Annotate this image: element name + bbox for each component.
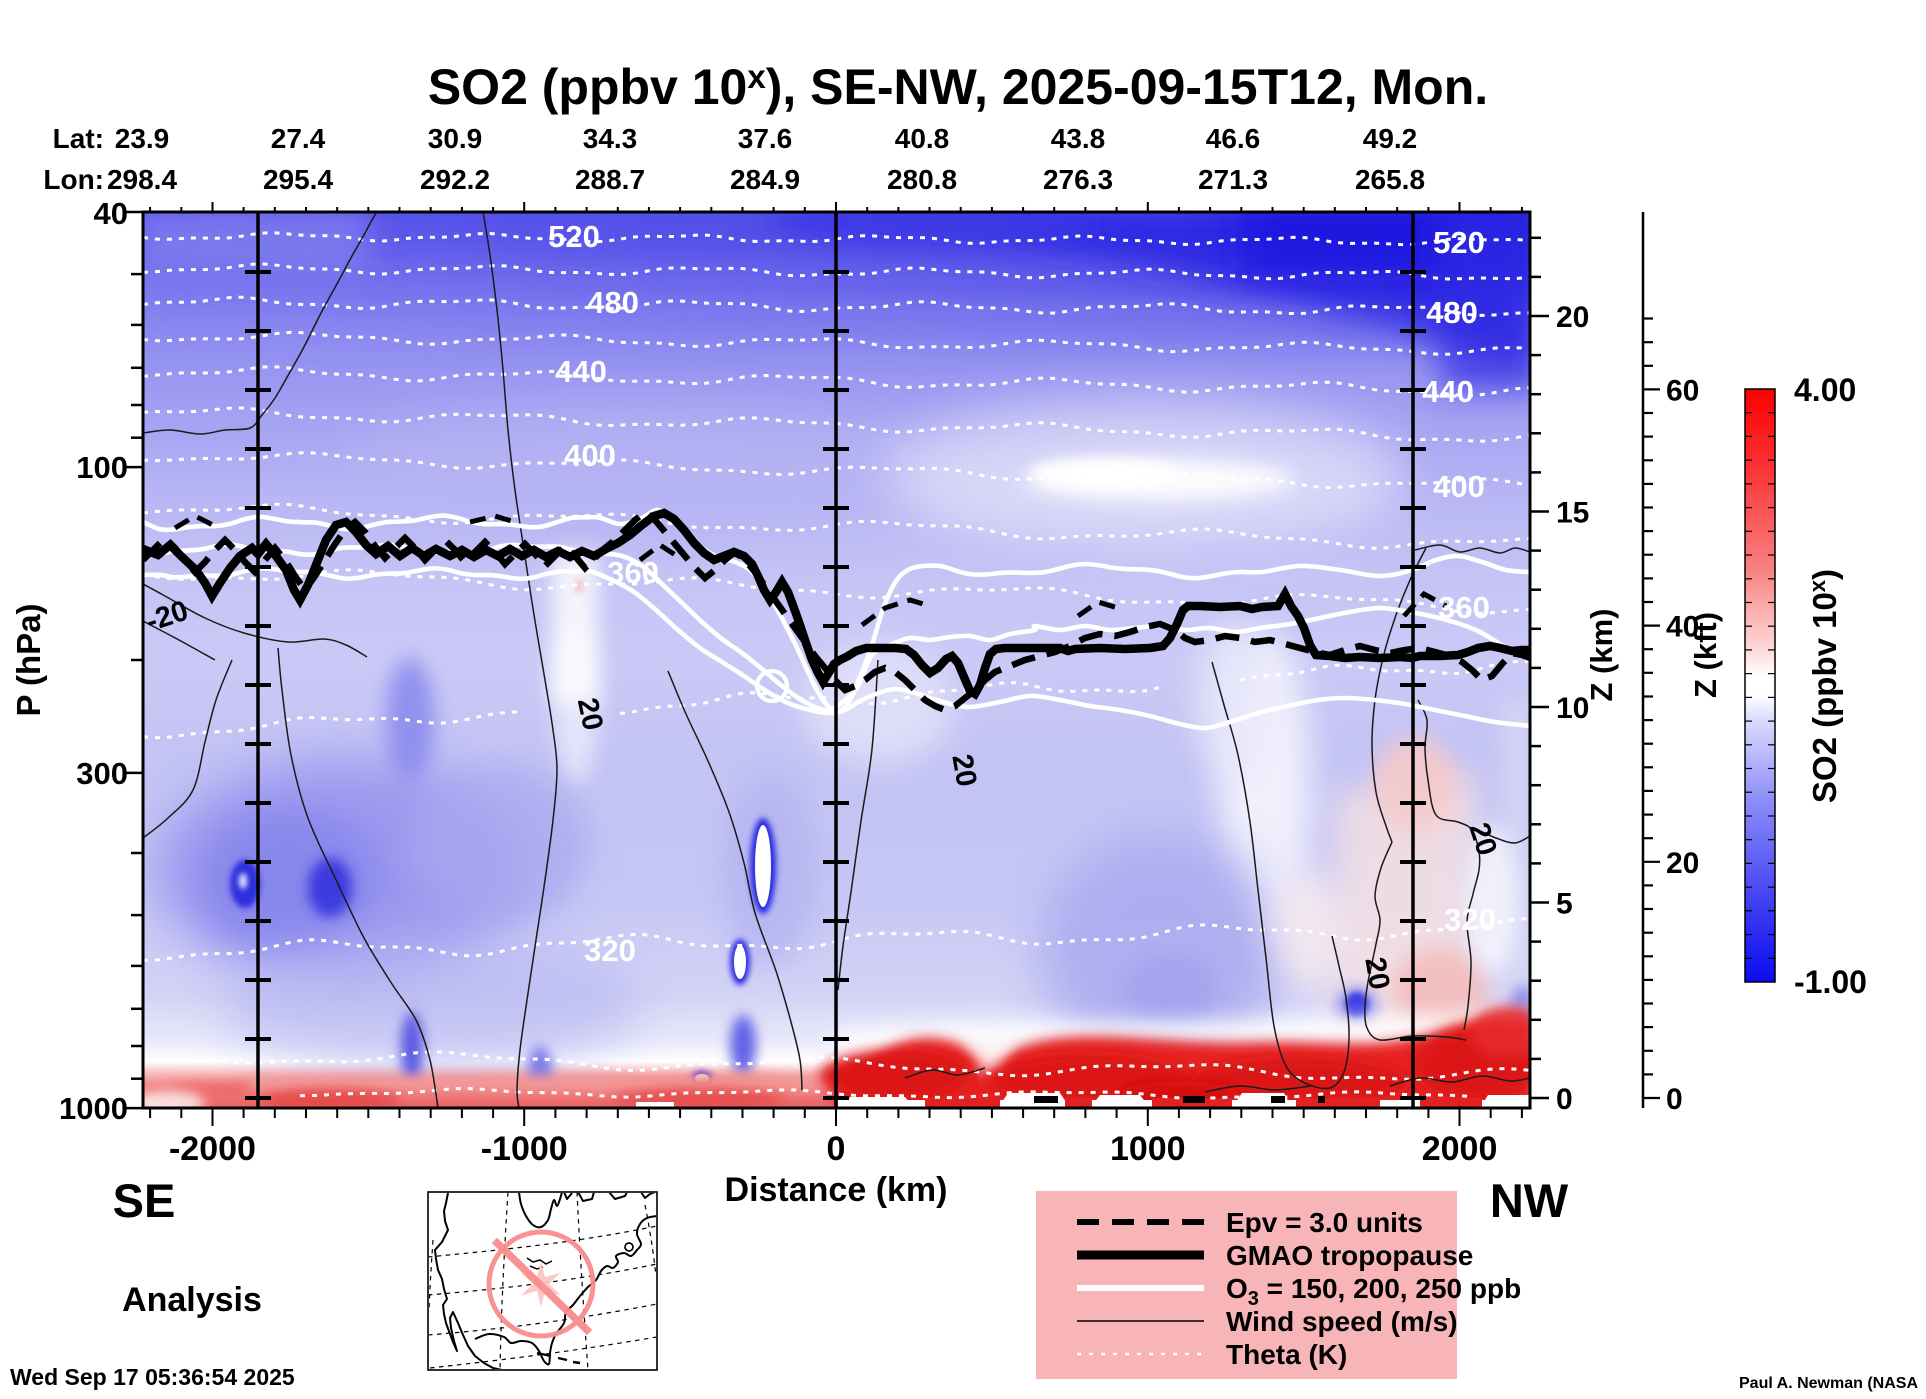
svg-text:284.9: 284.9 [730, 164, 800, 195]
svg-text:P (hPa): P (hPa) [10, 603, 47, 716]
svg-text:Distance (km): Distance (km) [725, 1171, 948, 1209]
svg-text:276.3: 276.3 [1043, 164, 1113, 195]
svg-text:10: 10 [1556, 692, 1589, 725]
svg-text:400: 400 [1433, 469, 1485, 504]
svg-text:480: 480 [587, 285, 639, 320]
svg-text:23.9: 23.9 [115, 123, 170, 154]
svg-text:320: 320 [584, 933, 636, 968]
svg-text:Analysis: Analysis [122, 1281, 262, 1319]
svg-text:20: 20 [571, 695, 609, 733]
svg-text:520: 520 [1433, 225, 1485, 260]
svg-text:295.4: 295.4 [263, 164, 333, 195]
svg-text:40: 40 [94, 196, 128, 231]
svg-text:298.4: 298.4 [107, 164, 177, 195]
svg-text:30.9: 30.9 [428, 123, 483, 154]
svg-text:288.7: 288.7 [575, 164, 645, 195]
svg-text:0: 0 [827, 1130, 846, 1168]
svg-text:Epv = 3.0 units: Epv = 3.0 units [1226, 1207, 1423, 1238]
svg-text:100: 100 [76, 450, 128, 485]
svg-text:15: 15 [1556, 497, 1589, 530]
svg-text:O3 = 150, 200, 250 ppb: O3 = 150, 200, 250 ppb [1226, 1273, 1521, 1310]
svg-text:1000: 1000 [1110, 1130, 1186, 1168]
svg-text:37.6: 37.6 [738, 123, 793, 154]
svg-text:265.8: 265.8 [1355, 164, 1425, 195]
svg-text:440: 440 [1422, 374, 1474, 409]
svg-text:SO2 (ppbv 10x), SE-NW, 2025-09: SO2 (ppbv 10x), SE-NW, 2025-09-15T12, Mo… [428, 58, 1488, 115]
svg-text:1000: 1000 [59, 1091, 128, 1126]
svg-text:520: 520 [548, 219, 600, 254]
svg-text:20: 20 [945, 752, 982, 789]
svg-text:280.8: 280.8 [887, 164, 957, 195]
svg-text:0: 0 [1666, 1083, 1683, 1116]
svg-text:20: 20 [1666, 847, 1699, 880]
svg-text:360: 360 [1438, 590, 1490, 625]
svg-text:GMAO tropopause: GMAO tropopause [1226, 1240, 1473, 1271]
svg-text:4.00: 4.00 [1794, 372, 1856, 408]
svg-text:-2000: -2000 [169, 1130, 256, 1168]
svg-text:360: 360 [607, 555, 659, 590]
svg-text:440: 440 [555, 354, 607, 389]
svg-text:400: 400 [564, 438, 616, 473]
svg-text:480: 480 [1426, 295, 1478, 330]
svg-text:43.8: 43.8 [1051, 123, 1106, 154]
svg-text:40.8: 40.8 [895, 123, 950, 154]
svg-text:60: 60 [1666, 374, 1699, 407]
svg-text:-1.00: -1.00 [1794, 964, 1867, 1000]
svg-text:20: 20 [1358, 955, 1395, 992]
svg-text:40: 40 [1666, 611, 1699, 644]
svg-text:SE: SE [113, 1174, 176, 1227]
svg-text:Lat:: Lat: [53, 123, 104, 154]
svg-text:SO2 (ppbv 10x): SO2 (ppbv 10x) [1805, 569, 1843, 803]
svg-text:Z (kft): Z (kft) [1688, 612, 1723, 698]
svg-text:2000: 2000 [1422, 1130, 1498, 1168]
svg-text:Theta (K): Theta (K) [1226, 1339, 1347, 1370]
svg-text:292.2: 292.2 [420, 164, 490, 195]
svg-text:20: 20 [1556, 301, 1589, 334]
svg-text:-1000: -1000 [481, 1130, 568, 1168]
svg-text:5: 5 [1556, 888, 1573, 921]
svg-text:271.3: 271.3 [1198, 164, 1268, 195]
svg-text:46.6: 46.6 [1206, 123, 1261, 154]
svg-text:NW: NW [1490, 1174, 1569, 1227]
svg-text:27.4: 27.4 [271, 123, 326, 154]
svg-text:49.2: 49.2 [1363, 123, 1418, 154]
svg-text:Lon:: Lon: [43, 164, 104, 195]
svg-text:320: 320 [1444, 902, 1496, 937]
svg-text:300: 300 [76, 756, 128, 791]
svg-text:34.3: 34.3 [583, 123, 638, 154]
svg-text:Paul A. Newman (NASA: Paul A. Newman (NASA [1739, 1375, 1918, 1392]
svg-text:Wed Sep 17 05:36:54 2025: Wed Sep 17 05:36:54 2025 [10, 1364, 295, 1390]
svg-text:Wind speed (m/s): Wind speed (m/s) [1226, 1306, 1458, 1337]
svg-text:0: 0 [1556, 1083, 1573, 1116]
svg-text:Z (km): Z (km) [1584, 609, 1619, 702]
